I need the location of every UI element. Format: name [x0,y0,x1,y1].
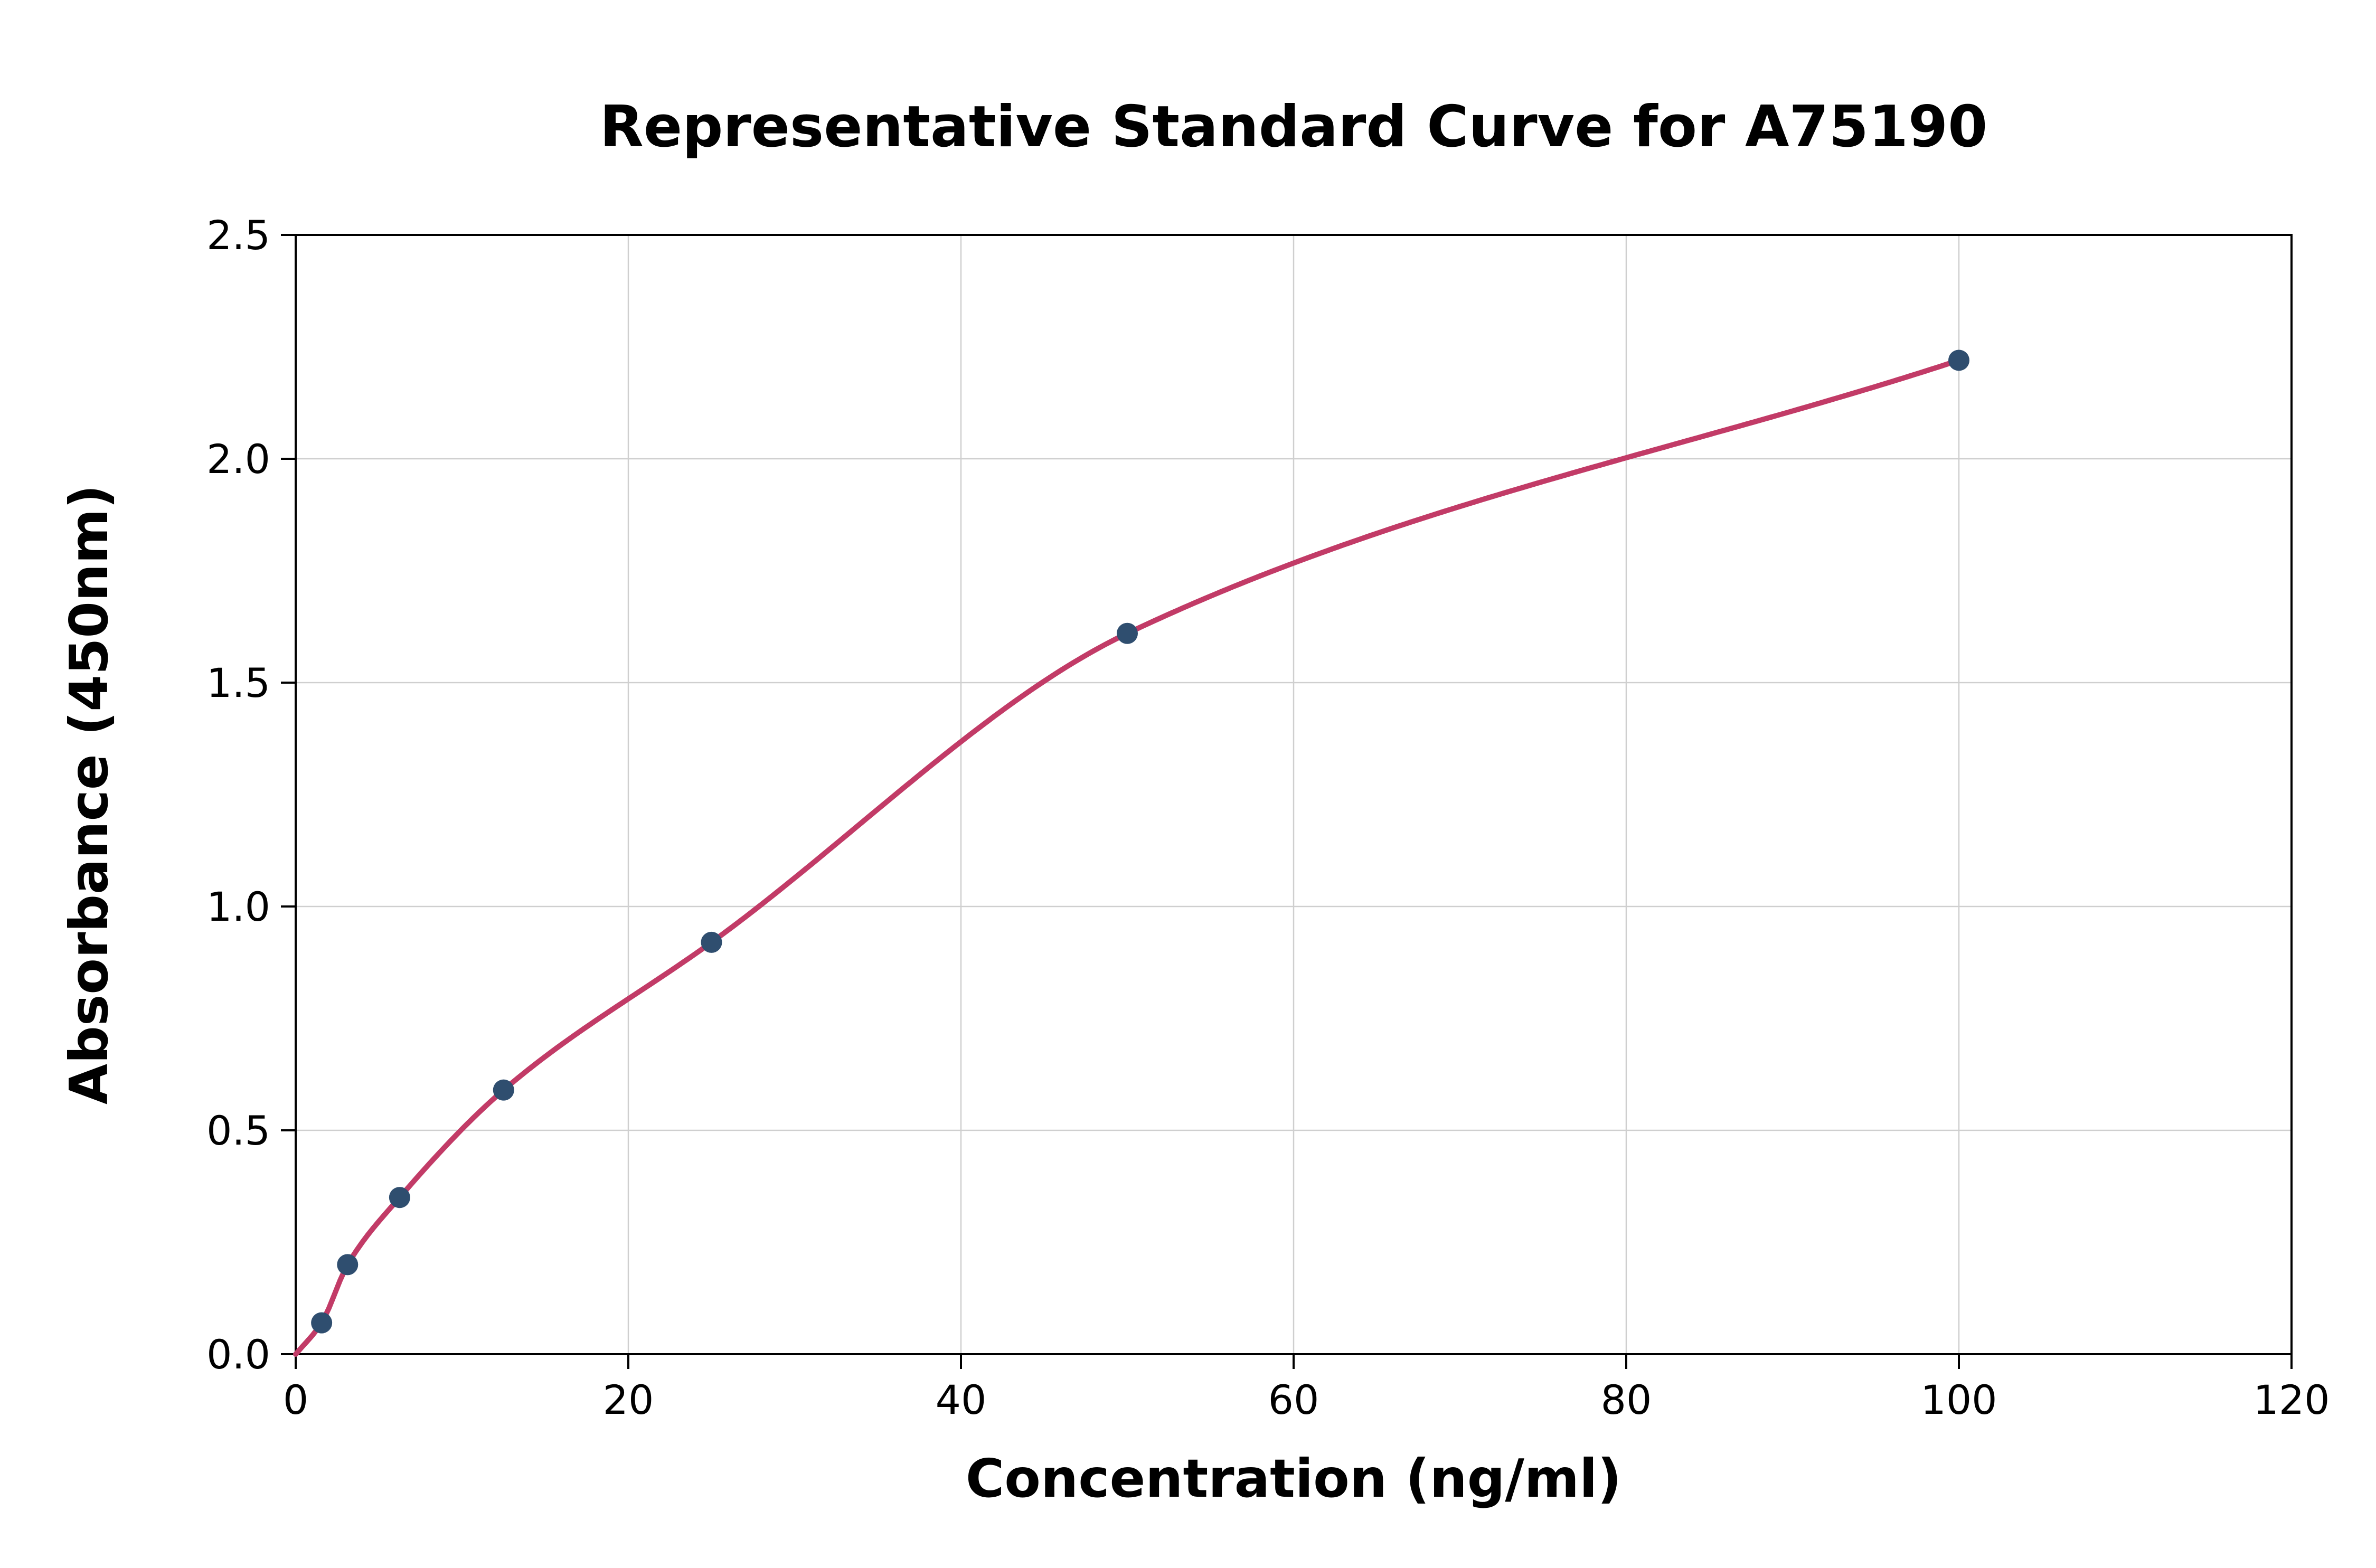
data-point [1117,622,1138,644]
fit-curve [293,357,1962,1357]
x-axis-label: Concentration (ng/ml) [965,1448,1622,1509]
y-tick-label: 0.0 [206,1331,270,1378]
y-tick-label: 1.0 [206,883,270,930]
x-tick-label: 0 [283,1376,308,1423]
x-tick-label: 20 [603,1376,654,1423]
y-tick-label: 0.5 [206,1107,270,1154]
y-tick-label: 2.0 [206,436,270,483]
chart-title: Representative Standard Curve for A75190 [599,94,1988,160]
x-tick-label: 40 [936,1376,987,1423]
data-point [311,1312,333,1334]
x-tick-label: 80 [1601,1376,1652,1423]
x-tick-label: 100 [1920,1376,1997,1423]
y-tick-label: 2.5 [206,212,270,259]
data-point [1948,350,1969,371]
data-point [493,1079,514,1101]
x-tick-label: 60 [1268,1376,1319,1423]
y-axis-label: Absorbance (450nm) [58,484,120,1105]
data-point [701,931,722,953]
y-tick-label: 1.5 [206,659,270,706]
data-point [337,1254,359,1276]
data-point [389,1187,410,1208]
x-tick-label: 120 [2253,1376,2330,1423]
